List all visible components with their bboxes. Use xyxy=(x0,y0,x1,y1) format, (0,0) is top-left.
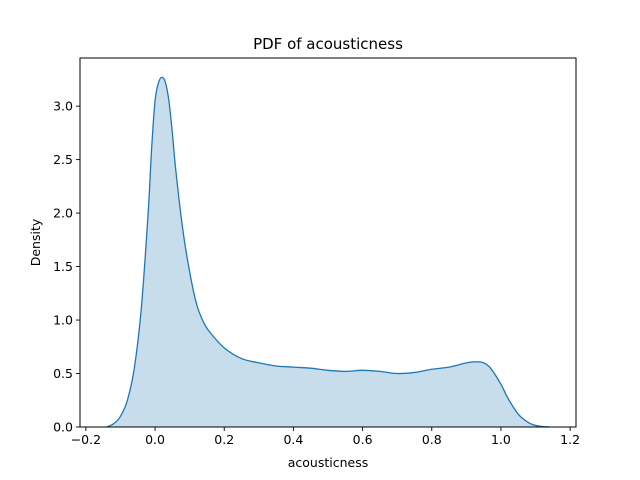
x-axis-label: acousticness xyxy=(288,455,369,470)
y-tick-label: 0.5 xyxy=(53,366,73,381)
y-tick-label: 0.0 xyxy=(53,420,73,435)
x-tick-label: 1.2 xyxy=(560,432,580,447)
y-tick-label: 1.5 xyxy=(53,259,73,274)
x-tick-label: 1.0 xyxy=(491,432,511,447)
x-tick-label: 0.4 xyxy=(283,432,303,447)
y-tick-label: 3.0 xyxy=(53,99,73,114)
y-axis-label: Density xyxy=(28,218,43,266)
x-tick-label: 0.2 xyxy=(214,432,234,447)
y-tick-label: 1.0 xyxy=(53,313,73,328)
plot-frame xyxy=(79,57,577,428)
x-tick-label: 0.6 xyxy=(353,432,373,447)
density-line xyxy=(106,76,550,428)
y-tick-label: 2.0 xyxy=(53,206,73,221)
density-area xyxy=(106,77,550,427)
x-tick-label: −0.2 xyxy=(71,432,101,447)
y-tick-label: 2.5 xyxy=(53,152,73,167)
x-tick-label: 0.8 xyxy=(422,432,442,447)
chart-title: PDF of acousticness xyxy=(253,35,403,53)
x-tick-label: 0.0 xyxy=(145,432,165,447)
